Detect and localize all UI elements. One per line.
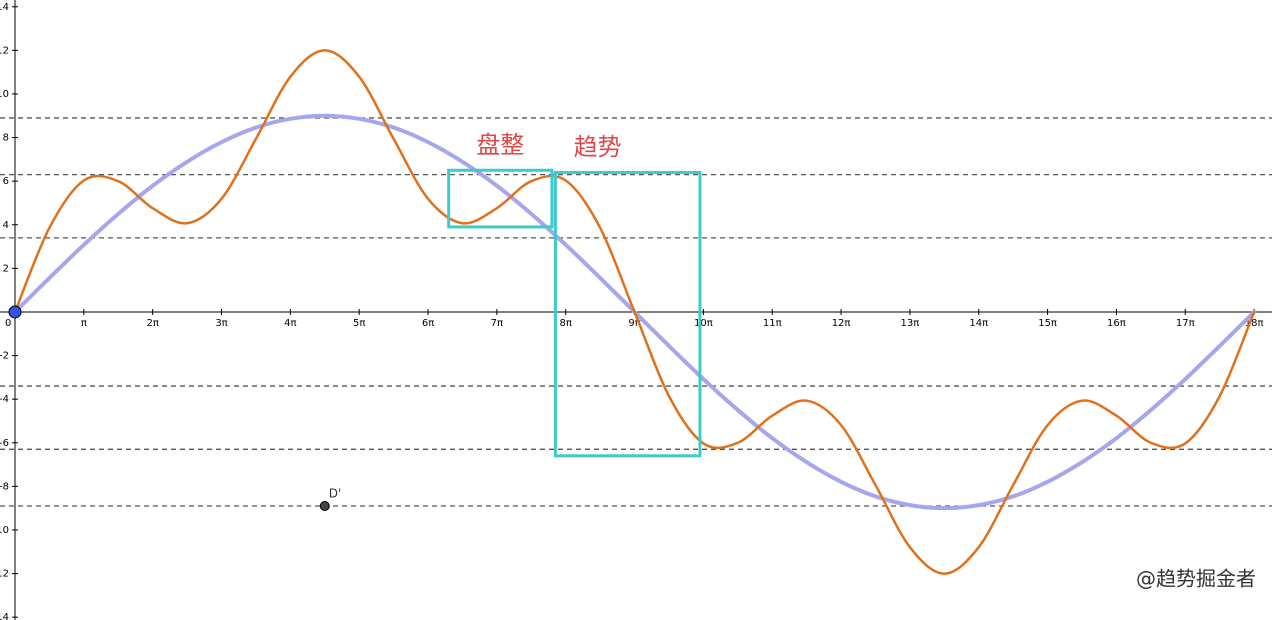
y-tick-label: -6	[0, 438, 9, 449]
y-tick-label: 14	[0, 2, 9, 13]
point	[8, 305, 22, 319]
x-tick-label: 10π	[694, 318, 713, 329]
x-tick-label: 0	[5, 318, 11, 329]
x-tick-label: 8π	[560, 318, 572, 329]
point	[319, 500, 330, 511]
x-tick-label: 16π	[1107, 318, 1126, 329]
y-tick-label: 8	[3, 133, 9, 144]
y-tick-label: -8	[0, 481, 9, 492]
x-tick-label: 17π	[1176, 318, 1195, 329]
x-tick-label: 7π	[491, 318, 503, 329]
y-tick-label: -10	[0, 525, 9, 536]
box-label: 趋势	[574, 133, 622, 161]
x-tick-label: 12π	[832, 318, 851, 329]
x-tick-label: 4π	[284, 318, 296, 329]
y-tick-label: 10	[0, 89, 9, 100]
point-label: D'	[329, 486, 342, 500]
box	[553, 170, 702, 458]
x-tick-label: 15π	[1038, 318, 1057, 329]
y-tick-label: 12	[0, 45, 9, 56]
curve	[13, 49, 1256, 575]
x-tick-label: π	[81, 318, 87, 329]
y-tick-label: -2	[0, 351, 9, 362]
x-tick-label: 11π	[763, 318, 782, 329]
y-tick-label: 4	[3, 220, 9, 231]
y-tick-label: 2	[3, 263, 9, 274]
x-tick-label: 13π	[901, 318, 920, 329]
x-tick-label: 2π	[146, 318, 158, 329]
y-tick-label: -4	[0, 394, 9, 405]
box-label: 盘整	[476, 131, 524, 159]
x-tick-label: 5π	[353, 318, 365, 329]
y-tick-label: -14	[0, 612, 9, 620]
box	[447, 168, 554, 229]
y-tick-label: 6	[3, 176, 9, 187]
x-tick-label: 9π	[628, 318, 640, 329]
x-tick-label: 3π	[215, 318, 227, 329]
x-tick-label: 14π	[969, 318, 988, 329]
watermark: @趋势掘金者	[1136, 567, 1256, 591]
x-tick-label: 6π	[422, 318, 434, 329]
x-tick-label: 18π	[1245, 318, 1264, 329]
y-tick-label: -12	[0, 569, 9, 580]
